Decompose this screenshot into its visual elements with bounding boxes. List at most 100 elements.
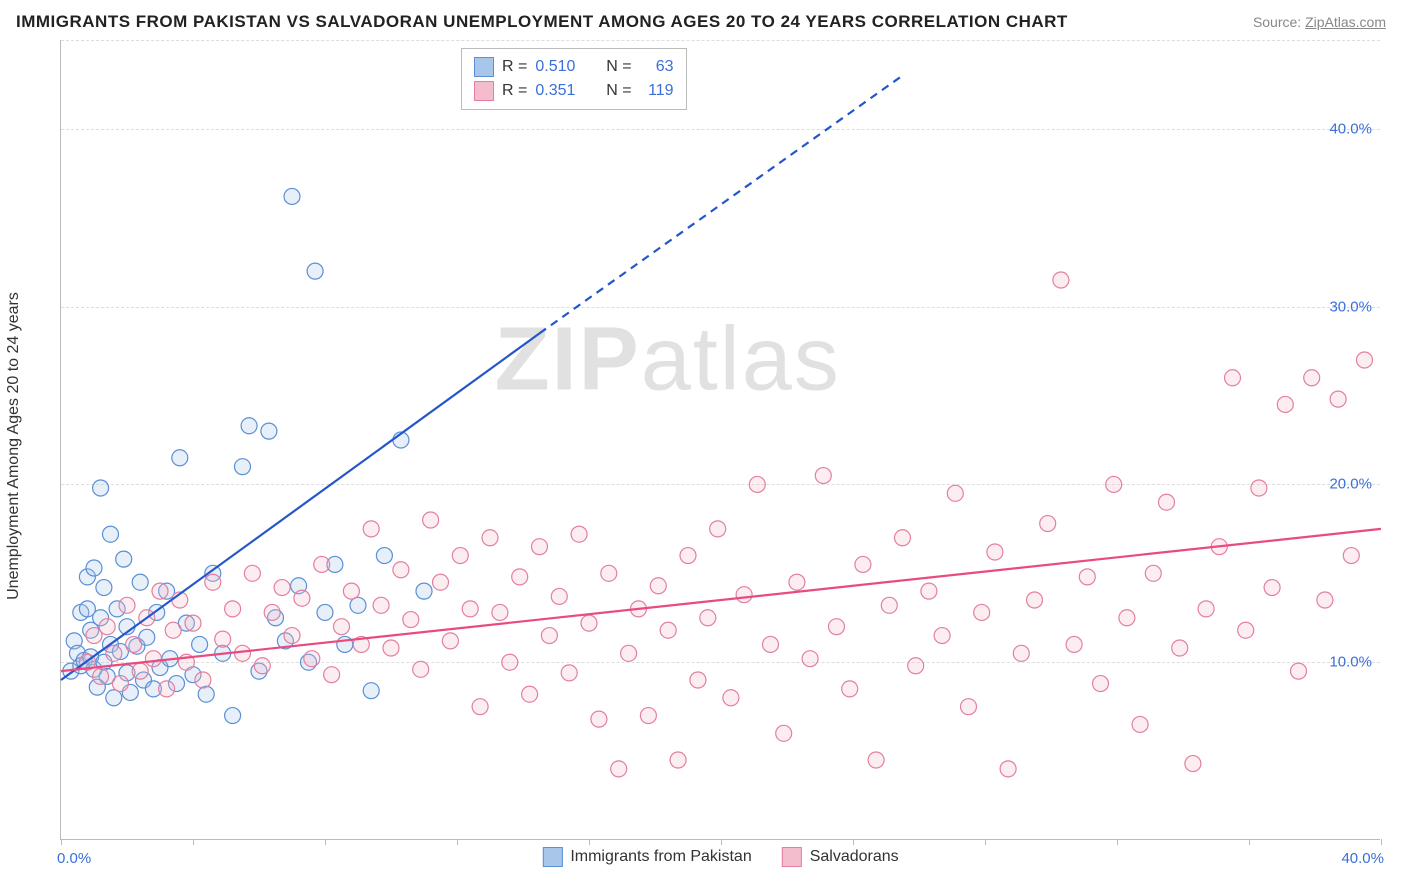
data-point [710,521,726,537]
data-point [264,604,280,620]
data-point [1159,494,1175,510]
data-point [373,597,389,613]
data-point [908,658,924,674]
scatter-svg [61,40,1380,839]
data-point [650,578,666,594]
n-value: 63 [640,55,674,79]
data-point [132,574,148,590]
data-point [244,565,260,581]
data-point [442,633,458,649]
data-point [307,263,323,279]
data-point [1185,756,1201,772]
data-point [881,597,897,613]
data-point [152,583,168,599]
data-point [1264,580,1280,596]
data-point [947,485,963,501]
data-point [99,619,115,635]
data-point [413,661,429,677]
data-point [205,574,221,590]
data-point [106,690,122,706]
data-point [185,615,201,631]
data-point [868,752,884,768]
data-point [261,423,277,439]
data-point [1330,391,1346,407]
x-tick [457,839,458,845]
data-point [317,604,333,620]
data-point [601,565,617,581]
data-point [1040,516,1056,532]
data-point [1000,761,1016,777]
data-point [198,686,214,702]
data-point [1317,592,1333,608]
data-point [1343,548,1359,564]
data-point [363,683,379,699]
data-point [815,468,831,484]
data-point [581,615,597,631]
data-point [1198,601,1214,617]
data-point [921,583,937,599]
x-tick [589,839,590,845]
data-point [571,526,587,542]
data-point [1079,569,1095,585]
data-point [987,544,1003,560]
data-point [640,708,656,724]
data-point [112,676,128,692]
legend-row: R = 0.510 N = 63 [474,55,674,79]
data-point [376,548,392,564]
data-point [842,681,858,697]
data-point [532,539,548,555]
data-point [522,686,538,702]
data-point [1357,352,1373,368]
data-point [93,480,109,496]
data-point [829,619,845,635]
data-point [195,672,211,688]
data-point [119,597,135,613]
data-point [462,601,478,617]
data-point [974,604,990,620]
data-point [93,668,109,684]
data-point [591,711,607,727]
n-value: 119 [640,79,674,103]
x-axis-max-label: 40.0% [1341,850,1384,867]
data-point [621,645,637,661]
x-tick [61,839,62,845]
source-link[interactable]: ZipAtlas.com [1305,14,1386,30]
data-point [934,628,950,644]
data-point [215,631,231,647]
data-point [172,450,188,466]
data-point [802,651,818,667]
data-point [512,569,528,585]
data-point [165,622,181,638]
legend-item-salvadorans: Salvadorans [782,847,899,867]
data-point [1304,370,1320,386]
data-point [1066,636,1082,652]
data-point [284,628,300,644]
data-point [314,556,330,572]
legend-swatch [474,57,494,77]
data-point [192,636,208,652]
swatch-salvadorans [782,847,802,867]
x-tick [1249,839,1250,845]
data-point [294,590,310,606]
data-point [383,640,399,656]
data-point [254,658,270,674]
data-point [106,645,122,661]
swatch-pakistan [542,847,562,867]
data-point [343,583,359,599]
data-point [789,574,805,590]
r-value: 0.351 [535,79,589,103]
data-point [1027,592,1043,608]
data-point [225,708,241,724]
data-point [1172,640,1188,656]
data-point [423,512,439,528]
data-point [1145,565,1161,581]
data-point [472,699,488,715]
source-attribution: Source: ZipAtlas.com [1253,14,1386,30]
data-point [541,628,557,644]
data-point [961,699,977,715]
data-point [126,636,142,652]
data-point [1053,272,1069,288]
data-point [723,690,739,706]
data-point [670,752,686,768]
x-tick [325,839,326,845]
